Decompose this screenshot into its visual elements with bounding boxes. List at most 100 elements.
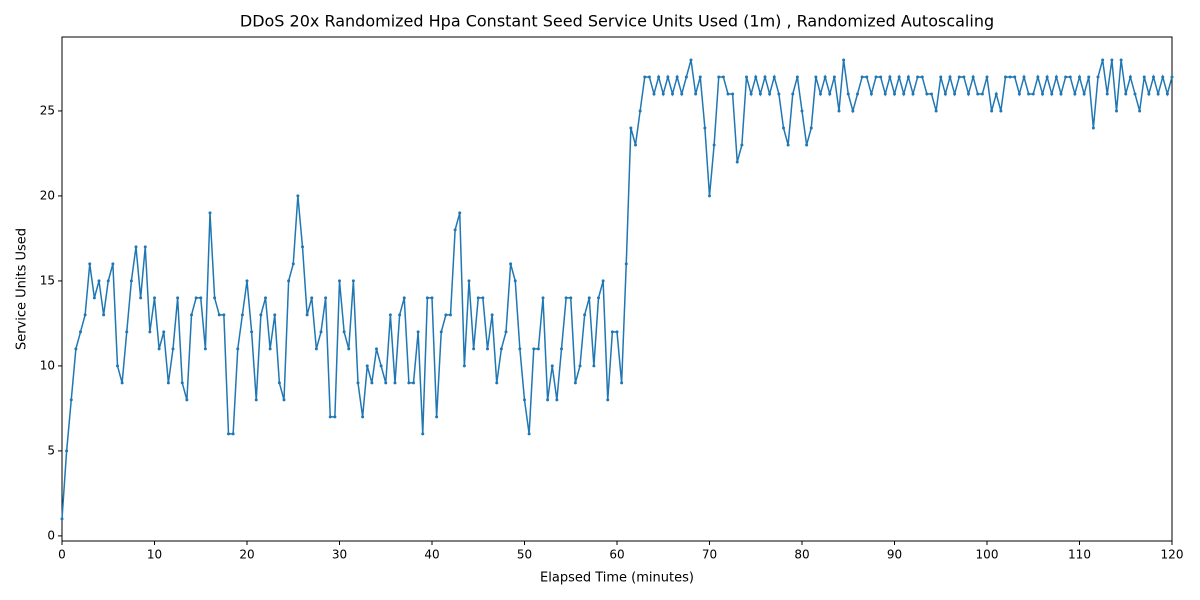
data-point <box>906 75 910 79</box>
data-point <box>1124 92 1128 96</box>
data-point <box>384 381 388 385</box>
data-point <box>194 296 198 300</box>
y-tick-label: 5 <box>47 443 55 457</box>
data-point <box>476 296 480 300</box>
data-point <box>277 381 281 385</box>
data-point <box>564 296 568 300</box>
data-point <box>139 296 143 300</box>
data-point <box>948 75 952 79</box>
data-point <box>1027 92 1031 96</box>
data-point <box>717 75 721 79</box>
data-point <box>1013 75 1017 79</box>
data-point <box>472 347 476 351</box>
data-point <box>606 398 610 402</box>
data-point <box>273 313 277 317</box>
data-point <box>712 143 716 147</box>
data-point <box>111 262 115 266</box>
data-point <box>851 109 855 113</box>
data-point <box>153 296 156 300</box>
data-point <box>523 398 526 402</box>
data-point <box>88 262 92 266</box>
data-point <box>245 279 249 283</box>
data-point <box>421 432 425 436</box>
data-point <box>1101 58 1105 62</box>
data-point <box>1045 75 1049 79</box>
data-point <box>583 313 587 317</box>
data-point <box>65 449 69 453</box>
data-point <box>578 364 582 368</box>
data-point <box>879 75 883 79</box>
data-point <box>1017 92 1021 96</box>
data-point <box>1119 58 1123 62</box>
data-point <box>990 109 994 113</box>
data-point <box>398 313 402 317</box>
data-point <box>356 381 360 385</box>
data-point <box>102 313 106 317</box>
data-point <box>842 58 846 62</box>
data-point <box>994 92 998 96</box>
data-point <box>1064 75 1068 79</box>
data-point <box>962 75 966 79</box>
y-tick-label: 25 <box>40 103 55 117</box>
y-tick-label: 20 <box>40 188 55 202</box>
data-point <box>745 75 748 79</box>
data-point <box>1004 75 1007 79</box>
data-point <box>227 432 230 436</box>
data-point <box>486 347 489 351</box>
data-point <box>231 432 235 436</box>
data-point <box>731 92 735 96</box>
data-point <box>412 381 415 385</box>
data-point <box>518 347 522 351</box>
data-point <box>569 296 573 300</box>
data-line <box>61 59 1173 519</box>
data-point <box>176 296 180 300</box>
data-point <box>1128 75 1132 79</box>
data-point <box>310 296 314 300</box>
data-point <box>985 75 989 79</box>
data-point <box>1087 75 1091 79</box>
data-point <box>1115 109 1118 113</box>
data-point <box>638 109 642 113</box>
data-point <box>541 296 545 300</box>
data-point <box>666 75 670 79</box>
data-point <box>69 398 73 402</box>
data-point <box>134 245 138 249</box>
data-point <box>939 75 943 79</box>
data-point <box>375 347 378 351</box>
data-point <box>97 279 101 283</box>
data-point <box>782 126 785 130</box>
data-point <box>527 432 531 436</box>
data-point <box>180 381 184 385</box>
data-point <box>1105 92 1109 96</box>
data-point <box>597 296 600 300</box>
data-point <box>795 75 799 79</box>
data-point <box>698 75 702 79</box>
data-point <box>647 75 651 79</box>
data-point <box>791 92 795 96</box>
data-point <box>393 381 397 385</box>
data-point <box>726 92 730 96</box>
data-point <box>120 381 124 385</box>
data-point <box>911 92 915 96</box>
data-point <box>1082 92 1086 96</box>
data-point <box>444 313 448 317</box>
data-point <box>328 415 332 419</box>
data-point <box>504 330 508 334</box>
data-point <box>162 330 166 334</box>
data-point <box>1096 75 1100 79</box>
data-point <box>634 143 637 147</box>
x-tick-label: 0 <box>58 548 66 562</box>
data-point <box>592 364 596 368</box>
chart-title: DDoS 20x Randomized Hpa Constant Seed Se… <box>240 12 994 31</box>
data-point <box>1008 75 1012 79</box>
data-point <box>620 381 624 385</box>
data-point <box>860 75 864 79</box>
data-point <box>786 143 790 147</box>
data-point <box>268 347 272 351</box>
data-point <box>106 279 110 283</box>
data-point <box>888 75 892 79</box>
data-point <box>1031 92 1035 96</box>
x-tick-label: 30 <box>332 548 347 562</box>
data-point <box>721 75 725 79</box>
data-point <box>930 92 933 96</box>
